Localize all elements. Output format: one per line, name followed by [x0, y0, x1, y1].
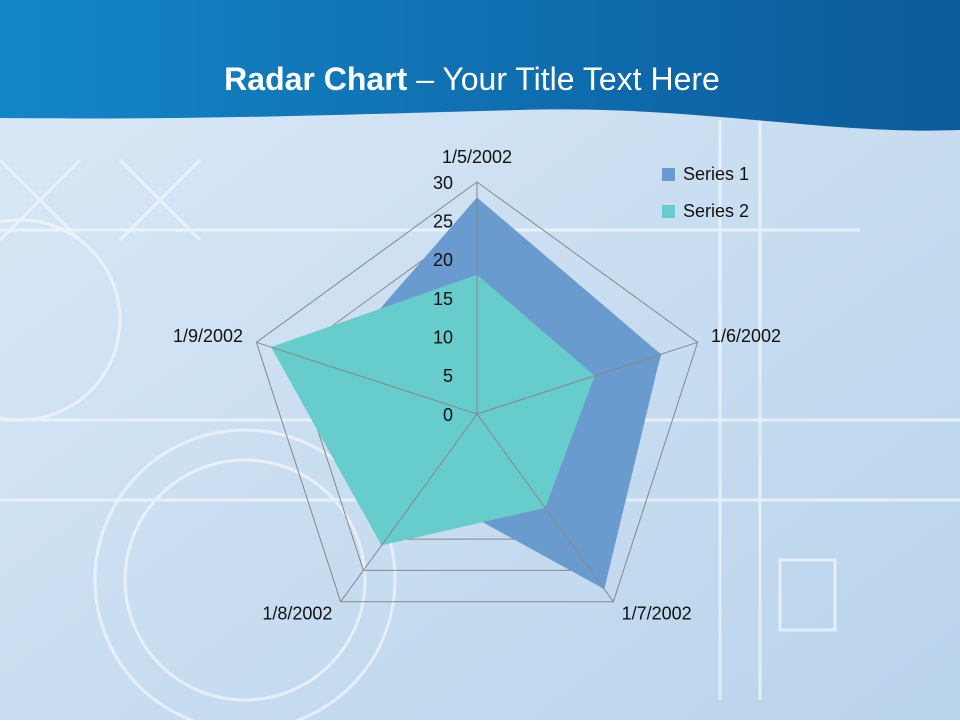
- category-label: 1/8/2002: [262, 603, 332, 623]
- r-tick-label: 10: [433, 327, 453, 347]
- chart: 1/5/2002 1/6/2002 1/7/2002 1/8/2002 1/9/2002…: [173, 147, 781, 624]
- r-tick-label: 5: [443, 366, 453, 386]
- spoke: [476, 413, 614, 602]
- legend-swatch: [662, 168, 675, 181]
- header-band: [0, 0, 960, 131]
- title-bold: Radar Chart: [224, 61, 408, 97]
- r-tick-label: 15: [433, 289, 453, 309]
- title-rest: – Your Title Text Here: [416, 61, 720, 97]
- spoke: [340, 413, 478, 602]
- legend-label: Series 2: [683, 201, 749, 221]
- category-label: 1/6/2002: [711, 326, 781, 346]
- r-tick-label: 20: [433, 250, 453, 270]
- decoration: [0, 120, 960, 725]
- series-area: [271, 274, 595, 546]
- category-label: 1/5/2002: [442, 147, 512, 167]
- legend-swatch: [662, 205, 675, 218]
- slide-title: Radar Chart – Your Title Text Here: [224, 61, 720, 97]
- r-tick-label: 25: [433, 211, 453, 231]
- spoke: [256, 341, 478, 415]
- category-label: 1/9/2002: [173, 326, 243, 346]
- category-label: 1/7/2002: [622, 603, 692, 623]
- grid-ring: [255, 181, 699, 603]
- r-tick-label: 30: [433, 173, 453, 193]
- legend-label: Series 1: [683, 164, 749, 184]
- spoke: [476, 341, 698, 415]
- r-tick-label: 0: [443, 405, 453, 425]
